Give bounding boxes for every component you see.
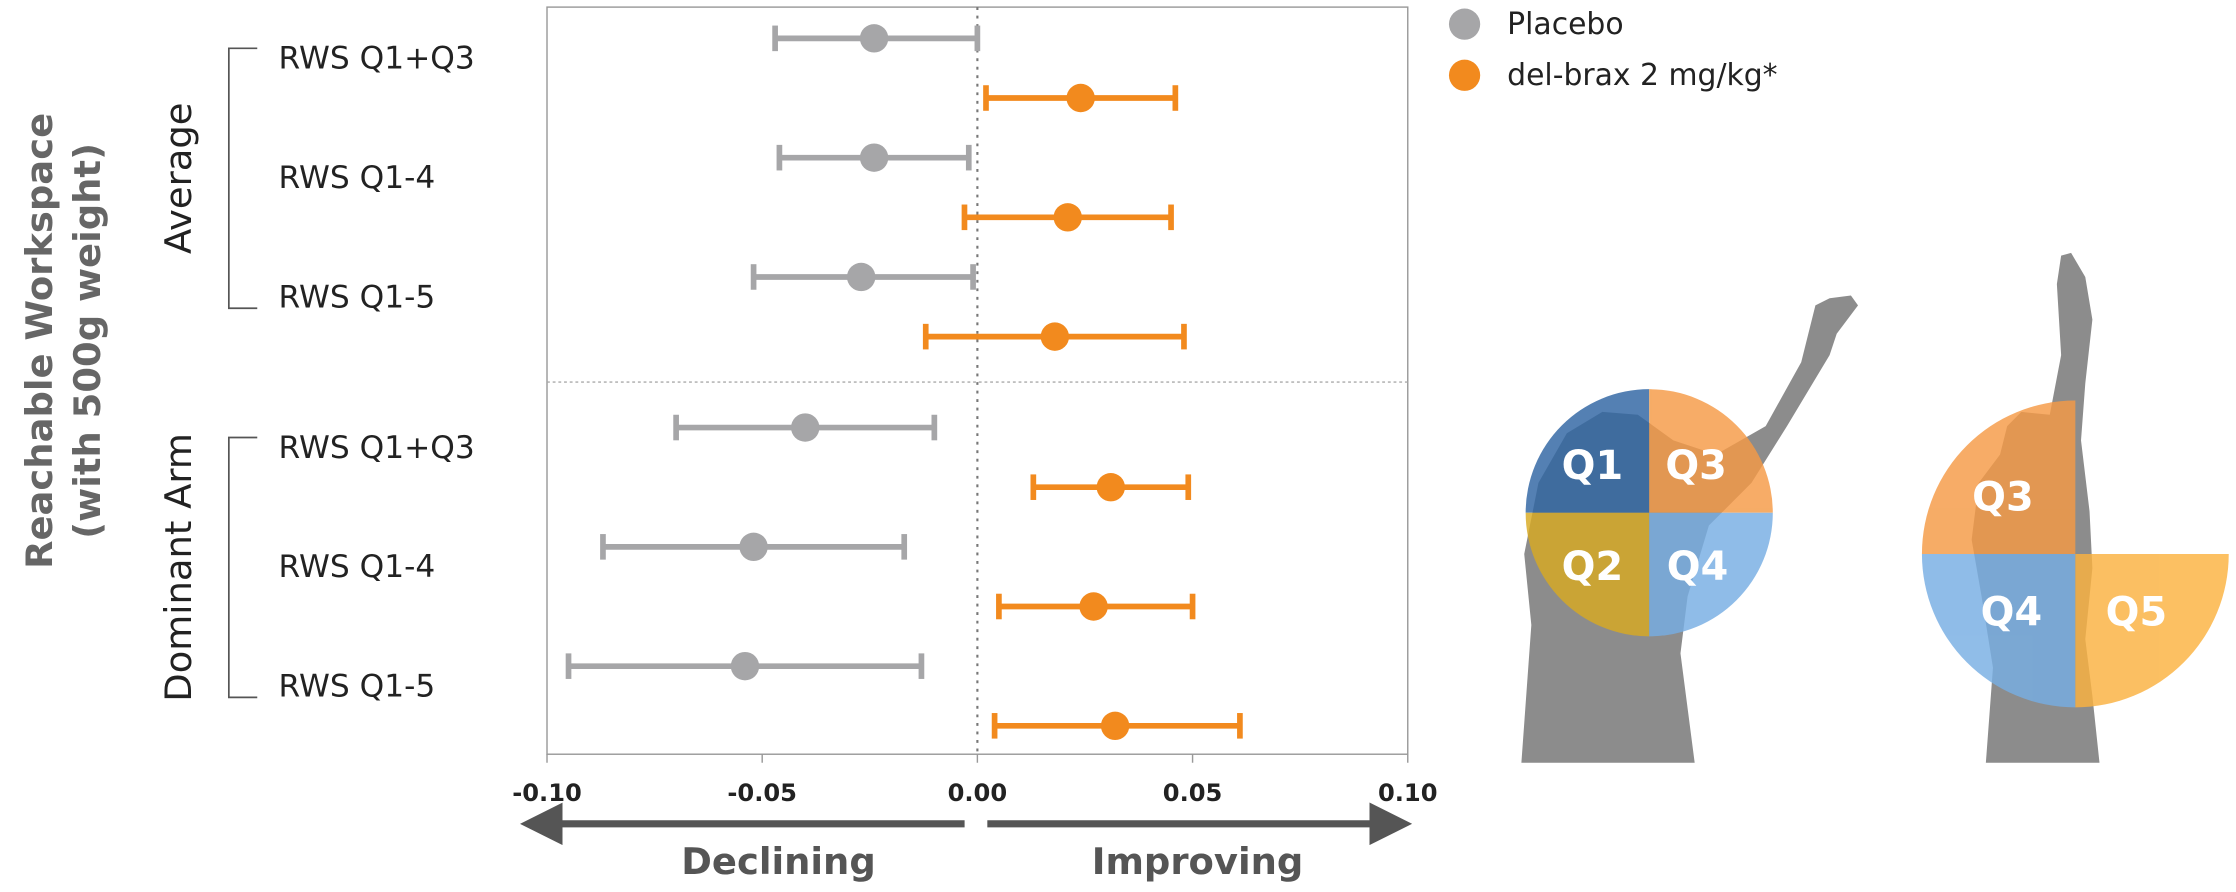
group-bracket [227, 436, 258, 699]
point [730, 651, 760, 681]
point [1040, 322, 1070, 351]
improving-label: Improving [1092, 840, 1304, 883]
group-label: Dominant Arm [157, 433, 200, 702]
declining-label: Declining [681, 840, 875, 883]
row-label: RWS Q1-4 [279, 549, 436, 585]
point [1066, 83, 1095, 113]
point [791, 413, 820, 442]
point [859, 24, 889, 53]
group-label: Average [157, 102, 200, 254]
row-label: RWS Q1-5 [279, 668, 436, 704]
quadrant-label: Q2 [1562, 544, 1623, 590]
x-tick-label: 0.00 [948, 779, 1008, 807]
legend-label: del-brax 2 mg/kg* [1507, 58, 1778, 93]
x-tick-label: -0.10 [512, 779, 582, 807]
y-axis-title: Reachable Workspace [18, 113, 61, 569]
point [1100, 711, 1130, 741]
row-label: RWS Q1+Q3 [279, 41, 475, 77]
point [1053, 203, 1082, 232]
group-bracket [227, 47, 258, 310]
point [1079, 592, 1108, 621]
quadrant-label: Q4 [1981, 590, 2042, 636]
point [859, 143, 889, 172]
row-label: RWS Q1+Q3 [279, 430, 475, 466]
quadrant-label: Q4 [1667, 544, 1728, 590]
point [1096, 472, 1126, 502]
quadrant-circle-right [1921, 400, 2229, 708]
row-label: RWS Q1-4 [279, 160, 436, 196]
quadrant-label: Q5 [2106, 590, 2167, 636]
y-axis-title: (with 500g weight) [66, 143, 109, 539]
x-tick-label: 0.10 [1378, 779, 1438, 807]
x-tick-label: 0.05 [1163, 779, 1223, 807]
quadrant-label: Q3 [1665, 443, 1726, 489]
legend-label: Placebo [1507, 7, 1623, 42]
point [846, 262, 876, 292]
x-tick-label: -0.05 [727, 779, 797, 807]
legend-swatch [1448, 8, 1481, 40]
point [739, 532, 768, 562]
quadrant-label: Q1 [1562, 443, 1623, 489]
row-label: RWS Q1-5 [279, 279, 436, 315]
quadrant-circle-left [1525, 389, 1773, 637]
legend-swatch [1448, 59, 1481, 91]
quadrant-label: Q3 [1972, 474, 2033, 520]
